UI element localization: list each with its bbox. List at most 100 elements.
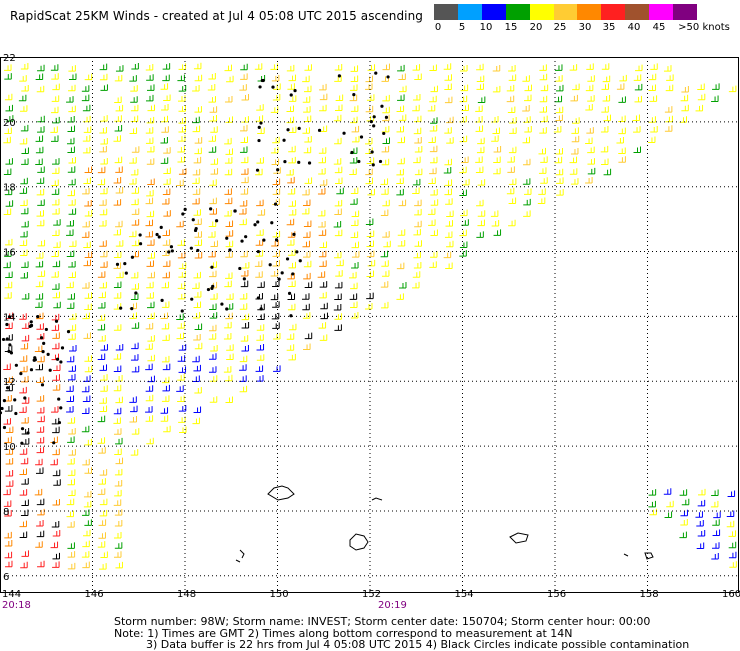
wind-barb: [587, 146, 595, 154]
wind-barb: [52, 384, 61, 391]
contamination-dot: [59, 360, 63, 364]
wind-barb: [225, 251, 233, 258]
wind-barb: [286, 218, 295, 226]
wind-barb: [413, 251, 421, 259]
wind-barb: [349, 293, 358, 300]
contamination-dot: [160, 298, 164, 302]
wind-barb: [224, 374, 233, 382]
legend-label: 25: [553, 22, 567, 33]
wind-barb: [272, 322, 280, 329]
wind-barb: [507, 106, 516, 113]
wind-barb: [146, 158, 155, 165]
wind-barb: [697, 83, 705, 91]
lat-label: 14: [3, 312, 16, 323]
wind-barb: [161, 301, 170, 308]
contamination-dot: [380, 104, 384, 108]
wind-barb: [84, 209, 93, 217]
wind-barb: [36, 395, 45, 402]
wind-barb: [115, 561, 123, 569]
wind-barb: [131, 208, 140, 215]
wind-barb: [99, 240, 107, 247]
wind-barb: [97, 178, 106, 186]
wind-barb: [35, 146, 44, 154]
contamination-dot: [42, 341, 46, 346]
wind-barb: [446, 116, 454, 124]
wind-barb: [20, 457, 29, 465]
wind-barb: [647, 136, 656, 144]
wind-barb: [616, 137, 624, 144]
legend-swatch: [529, 4, 554, 20]
contamination-dot: [5, 322, 9, 327]
wind-barb: [19, 520, 27, 528]
wind-barb: [145, 406, 153, 413]
wind-barb: [145, 363, 153, 371]
wind-barb: [53, 479, 61, 486]
wind-barb: [381, 158, 390, 166]
wind-barb: [304, 332, 313, 340]
wind-barb: [334, 64, 343, 71]
wind-barb: [34, 488, 43, 496]
wind-barb: [5, 448, 14, 455]
wind-barb: [493, 229, 502, 236]
wind-barb: [302, 188, 310, 196]
wind-barb: [444, 188, 452, 196]
wind-barb: [97, 488, 106, 495]
wind-barb: [429, 64, 437, 72]
contamination-dot: [44, 327, 48, 332]
contamination-dot: [242, 277, 246, 281]
wind-barb: [585, 176, 593, 184]
wind-barb: [350, 65, 359, 72]
wind-barb: [240, 136, 248, 143]
wind-barb: [19, 406, 27, 413]
wind-barb: [21, 84, 29, 92]
wind-barb: [194, 342, 203, 350]
wind-barb: [429, 95, 437, 103]
wind-barb: [177, 95, 186, 102]
wind-barb: [131, 283, 140, 290]
wind-barb: [194, 147, 202, 155]
wind-barb: [4, 250, 12, 257]
wind-barb: [208, 146, 217, 153]
wind-barb: [51, 417, 60, 425]
wind-barb: [99, 208, 108, 216]
wind-barb: [100, 158, 108, 165]
wind-barb: [224, 209, 232, 217]
wind-barb: [446, 137, 454, 144]
lon-label: 158: [640, 589, 659, 600]
wind-barb: [68, 240, 77, 247]
wind-barb: [68, 105, 76, 113]
wind-barb: [161, 126, 169, 133]
wind-barb: [600, 145, 609, 153]
wind-barb: [412, 104, 420, 112]
wind-barb: [5, 470, 14, 477]
wind-barb: [399, 85, 407, 93]
wind-barb: [270, 146, 279, 154]
wind-barb: [209, 208, 217, 215]
wind-barb: [256, 324, 265, 331]
wind-barb: [68, 199, 76, 206]
contamination-dot: [371, 163, 375, 167]
wind-barb: [192, 168, 201, 176]
wind-barb: [712, 542, 720, 549]
wind-barb: [177, 135, 186, 142]
wind-barb: [303, 146, 312, 154]
contamination-dot: [238, 266, 242, 271]
wind-barb: [20, 365, 28, 373]
wind-barb: [476, 231, 484, 238]
wind-barb: [524, 126, 532, 133]
wind-barb: [351, 135, 360, 143]
wind-barb: [163, 425, 171, 433]
wind-barb: [68, 73, 77, 81]
contamination-dot: [280, 271, 284, 275]
wind-barb: [147, 252, 155, 259]
wind-barb: [177, 355, 186, 362]
wind-barb: [397, 136, 406, 144]
wind-barb: [176, 332, 185, 340]
legend-label: 0: [434, 22, 442, 33]
wind-barb: [37, 166, 45, 173]
wind-barb: [475, 116, 483, 123]
wind-barb: [68, 271, 76, 278]
wind-barb: [241, 94, 250, 101]
wind-barb: [67, 125, 75, 132]
wind-barb: [303, 106, 311, 113]
